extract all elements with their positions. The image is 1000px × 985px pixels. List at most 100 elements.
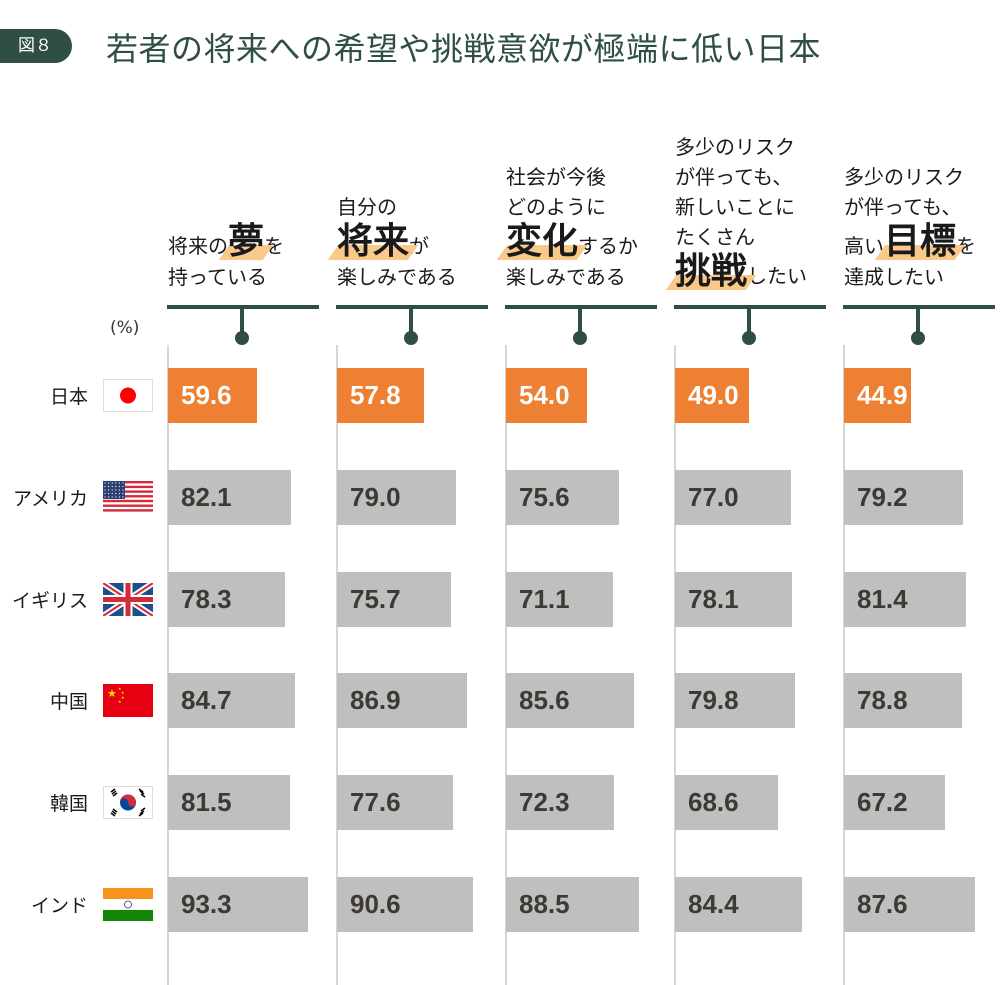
country-label: インド <box>30 895 88 917</box>
header-rule <box>336 305 488 309</box>
bar-china: 86.9 <box>337 673 468 728</box>
column-1: 将来の夢を 持っている 59.6 82.1 78.3 84.7 81.5 93.3 <box>167 0 320 985</box>
header-line: たくさん <box>675 222 835 252</box>
country-label: 韓国 <box>49 793 88 815</box>
value-label: 78.1 <box>688 584 739 614</box>
column-header: 多少のリスク が伴っても、高い目標を達成したい <box>844 162 1000 292</box>
bar-korea: 68.6 <box>675 775 778 830</box>
country-label: 中国 <box>49 691 88 713</box>
unit-label: (%) <box>110 318 140 338</box>
value-label: 79.8 <box>688 685 739 715</box>
bar-china: 78.8 <box>844 673 963 728</box>
header-text: 楽しみである <box>337 265 457 289</box>
value-label: 54.0 <box>519 380 570 410</box>
header-dot <box>235 331 249 345</box>
header-line: どのように <box>506 192 666 222</box>
usa-flag-icon <box>103 481 153 514</box>
header-rule <box>167 305 319 309</box>
header-emphasis: 挑戦 <box>675 251 748 292</box>
bar-usa: 79.2 <box>844 470 963 525</box>
header-line: 多少のリスク <box>844 162 1000 192</box>
value-label: 79.0 <box>350 482 401 512</box>
value-label: 82.1 <box>181 482 232 512</box>
header-line: 新しいことに <box>675 192 835 222</box>
value-label: 59.6 <box>181 380 232 410</box>
header-rule <box>674 305 826 309</box>
header-text: 多少のリスク <box>844 165 964 189</box>
header-text: したい <box>747 264 808 288</box>
value-label: 77.0 <box>688 482 739 512</box>
value-label: 78.8 <box>857 685 908 715</box>
value-label: 78.3 <box>181 584 232 614</box>
value-label: 71.1 <box>519 584 570 614</box>
header-line: 持っている <box>168 262 328 292</box>
column-header: 社会が今後 どのように 変化するか 楽しみである <box>506 162 666 292</box>
country-label: 日本 <box>49 386 88 408</box>
header-text: するか <box>578 234 639 258</box>
value-label: 88.5 <box>519 889 570 919</box>
value-label: 67.2 <box>857 787 908 817</box>
header-stem <box>409 309 413 337</box>
axis-line <box>336 345 338 985</box>
figure-badge: 図８ <box>0 29 72 63</box>
header-text: が伴っても、 <box>844 195 962 219</box>
header-line: 高い目標を <box>844 222 1000 262</box>
header-line: が伴っても、 <box>844 192 1000 222</box>
bar-korea: 77.6 <box>337 775 454 830</box>
header-emphasis: 目標 <box>884 221 957 262</box>
header-dot <box>573 331 587 345</box>
column-header: 自分の 将来が 楽しみである <box>337 192 497 292</box>
value-label: 90.6 <box>350 889 401 919</box>
svg-text:★: ★ <box>118 686 122 691</box>
value-label: 77.6 <box>350 787 401 817</box>
header-emphasis: 変化 <box>506 221 579 262</box>
japan-flag-icon <box>103 379 153 412</box>
svg-text:★: ★ <box>118 699 122 704</box>
value-label: 93.3 <box>181 889 232 919</box>
header-text: が <box>409 234 430 258</box>
header-dot <box>742 331 756 345</box>
value-label: 79.2 <box>857 482 908 512</box>
header-line: 将来の夢を <box>168 222 328 262</box>
header-text: を <box>956 234 977 258</box>
bar-india: 93.3 <box>168 877 308 932</box>
bar-uk: 75.7 <box>337 572 451 627</box>
country-label: アメリカ <box>12 488 88 510</box>
header-stem <box>747 309 751 337</box>
header-line: 社会が今後 <box>506 162 666 192</box>
bar-india: 90.6 <box>337 877 473 932</box>
svg-text:★: ★ <box>121 690 125 695</box>
column-2: 自分の 将来が 楽しみである 57.8 79.0 75.7 86.9 77.6 90.6 <box>336 0 489 985</box>
value-label: 44.9 <box>857 380 908 410</box>
header-emphasis: 将来 <box>337 221 410 262</box>
bar-china: 79.8 <box>675 673 795 728</box>
header-stem <box>916 309 920 337</box>
header-text: を <box>264 234 285 258</box>
bar-uk: 81.4 <box>844 572 967 627</box>
header-text: が伴っても、 <box>675 165 793 189</box>
column-4: 多少のリスク が伴っても、 新しいことに たくさん 挑戦したい 49.0 77.0 78.1 7… <box>674 0 827 985</box>
bar-usa: 75.6 <box>506 470 620 525</box>
header-line: 多少のリスク <box>675 132 835 162</box>
svg-text:★: ★ <box>121 695 125 700</box>
header-text: どのように <box>506 195 606 219</box>
header-text: 達成したい <box>844 265 944 289</box>
value-label: 75.6 <box>519 482 570 512</box>
uk-flag-icon <box>103 583 153 616</box>
header-stem <box>240 309 244 337</box>
header-text: 将来の <box>168 234 228 258</box>
column-header: 多少のリスク が伴っても、 新しいことに たくさん 挑戦したい <box>675 132 835 292</box>
value-label: 72.3 <box>519 787 570 817</box>
value-label: 85.6 <box>519 685 570 715</box>
header-line: が伴っても、 <box>675 162 835 192</box>
header-line: 挑戦したい <box>675 252 835 292</box>
bar-india: 88.5 <box>506 877 639 932</box>
header-rule <box>505 305 657 309</box>
header-line: 楽しみである <box>337 262 497 292</box>
header-text: たくさん <box>675 225 755 249</box>
column-5: 多少のリスク が伴っても、 高い目標を 達成したい 44.9 79.2 81.4 78.8 67… <box>843 0 996 985</box>
bar-usa: 82.1 <box>168 470 292 525</box>
header-rule <box>843 305 995 309</box>
header-text: 持っている <box>168 265 267 289</box>
header-dot <box>404 331 418 345</box>
